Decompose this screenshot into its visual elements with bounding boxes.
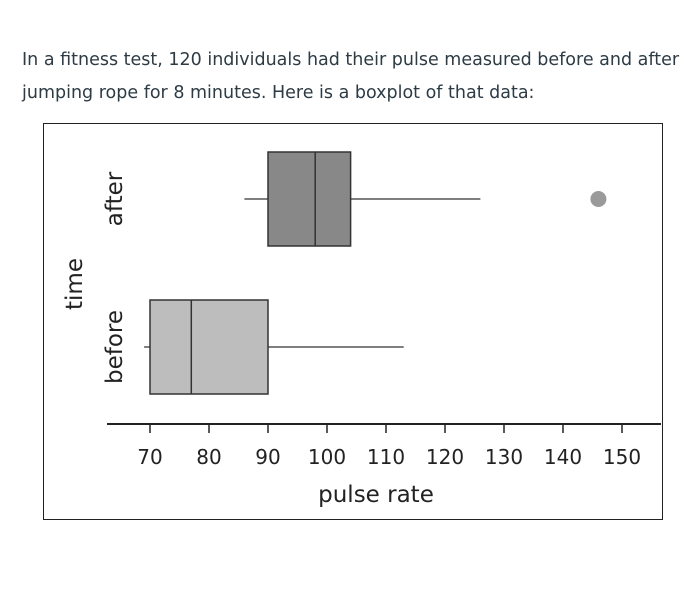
- question-line-2: jumping rope for 8 minutes. Here is a bo…: [22, 83, 535, 103]
- x-tick-label-130: 130: [485, 445, 523, 469]
- question-text: In a fitness test, 120 individuals had t…: [22, 44, 692, 110]
- box-after: [267, 151, 352, 247]
- category-label-after: after: [102, 171, 128, 226]
- box-before: [149, 299, 269, 395]
- boxplot-chart: time pulse rate 70 80 90 100 110 120 130 140 150…: [62, 151, 661, 508]
- x-tick-label-70: 70: [137, 445, 162, 469]
- x-tick-label-150: 150: [603, 445, 641, 469]
- boxplot-figure: time pulse rate 70 80 90 100 110 120 130 140 150…: [43, 123, 663, 520]
- x-tick-label-140: 140: [544, 445, 582, 469]
- x-tick-label-120: 120: [426, 445, 464, 469]
- category-label-before: before: [102, 310, 128, 384]
- x-tick-label-100: 100: [308, 445, 346, 469]
- question-line-1: In a fitness test, 120 individuals had t…: [22, 50, 680, 70]
- y-axis-title: time: [62, 258, 88, 310]
- x-axis-title: pulse rate: [318, 482, 434, 508]
- x-tick-label-80: 80: [196, 445, 221, 469]
- x-tick-label-110: 110: [367, 445, 405, 469]
- x-tick-label-90: 90: [255, 445, 280, 469]
- outlier-after-0: [590, 191, 607, 207]
